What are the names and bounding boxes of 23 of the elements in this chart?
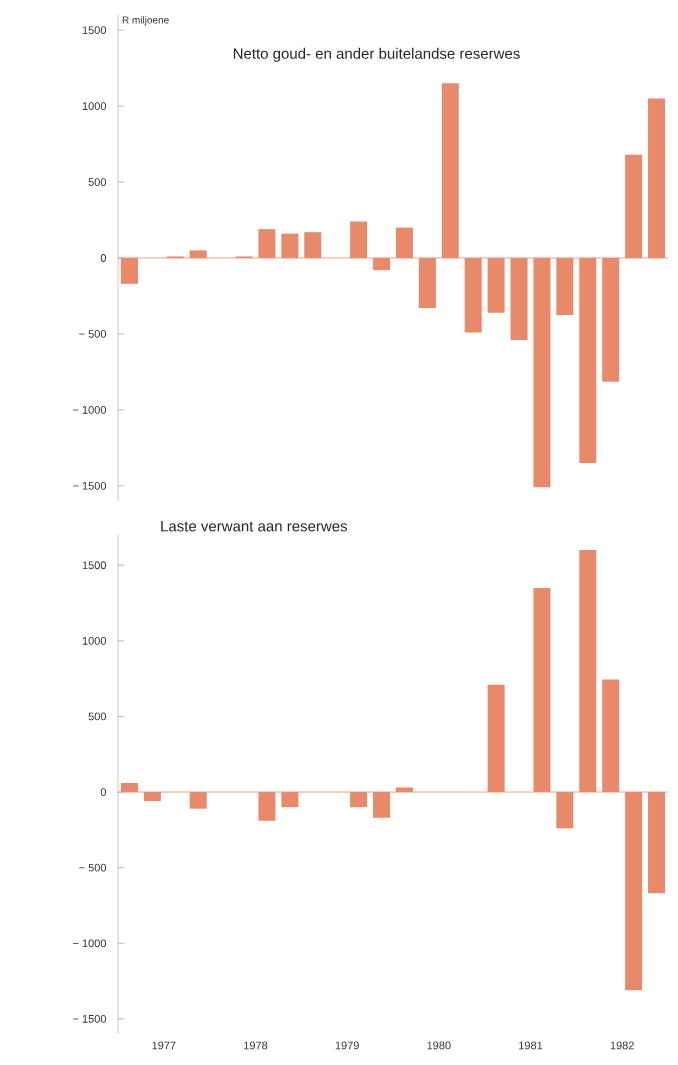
y-tick-label: − 1000 <box>73 405 107 414</box>
y-tick-label: 1000 <box>82 636 107 645</box>
y-tick-label: 500 <box>88 712 107 721</box>
y-tick-label: 0 <box>100 788 107 796</box>
y-axis-title: R miljoene <box>122 16 169 26</box>
x-tick-label: 1978 <box>244 1041 268 1050</box>
x-tick-label: 1982 <box>610 1041 634 1050</box>
chart-title: Laste verwant aan reserwes <box>161 521 348 532</box>
y-tick-label: − 500 <box>79 330 107 338</box>
y-tick-label: 0 <box>100 254 107 262</box>
y-tick-label: − 1000 <box>73 939 107 948</box>
y-tick-label: 1500 <box>82 561 107 570</box>
y-tick-label: 1000 <box>82 102 107 111</box>
x-tick-label: 1977 <box>152 1041 176 1050</box>
y-tick-label: 500 <box>88 178 107 186</box>
y-tick-label: − 1500 <box>73 481 107 490</box>
y-tick-label: 1500 <box>82 26 107 35</box>
x-tick-label: 1980 <box>427 1041 451 1050</box>
y-tick-label: − 500 <box>79 863 107 872</box>
x-tick-label: 1979 <box>335 1041 359 1050</box>
y-tick-label: − 1500 <box>73 1014 107 1023</box>
x-tick-label: 1981 <box>519 1041 543 1050</box>
text: Netto goud- en ander buitelandse reserwes <box>233 47 520 62</box>
